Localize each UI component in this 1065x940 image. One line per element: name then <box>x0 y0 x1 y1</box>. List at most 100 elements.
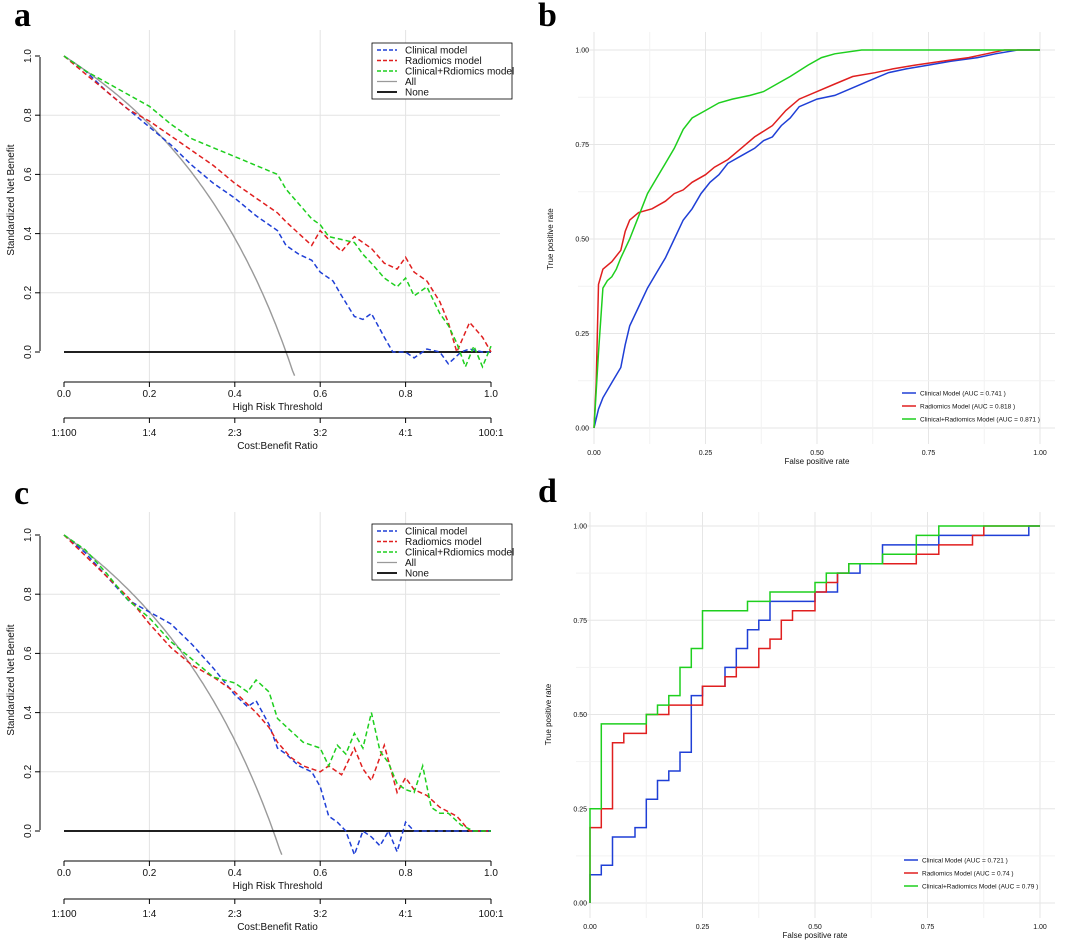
y-tick-label: 0.50 <box>573 712 587 719</box>
legend-label: Clinical Model (AUC = 0.721 ) <box>922 858 1008 865</box>
legend-label: All <box>405 77 416 88</box>
y-tick-label: 0.25 <box>573 806 587 813</box>
cost-tick-label: 2:3 <box>228 428 242 439</box>
x-tick-label: 1.00 <box>1033 450 1047 457</box>
roc-radiomics <box>593 49 1040 429</box>
y-axis-label: True positive rate <box>544 683 553 745</box>
cost-tick-label: 1:100 <box>51 909 76 920</box>
x-tick-label: 0.00 <box>583 924 597 931</box>
y-tick-label: 0.0 <box>23 824 34 838</box>
y-tick-label: 0.8 <box>23 587 34 601</box>
panel-letter-c: c <box>14 475 29 512</box>
cost-axis-label: Cost:Benefit Ratio <box>237 441 318 452</box>
y-tick-label: 0.2 <box>23 764 34 778</box>
cost-tick-label: 100:1 <box>478 909 503 920</box>
y-tick-label: 1.00 <box>573 524 587 531</box>
x-tick-label: 0.25 <box>699 450 713 457</box>
legend-label: Clinical+Rdiomics model <box>405 67 514 78</box>
cost-tick-label: 2:3 <box>228 909 242 920</box>
y-tick-label: 0.00 <box>573 901 587 908</box>
cost-tick-label: 4:1 <box>399 428 413 439</box>
legend-label: Clinical Model (AUC = 0.741 ) <box>920 391 1006 398</box>
x-axis-label: False positive rate <box>785 457 850 466</box>
x-tick-label: 0.75 <box>922 450 936 457</box>
legend-label: None <box>405 569 429 580</box>
y-axis-label: Standardized Net Benefit <box>6 144 17 255</box>
legend-label: Clinical+Radiomics Model (AUC = 0.871 ) <box>920 417 1040 424</box>
series-clinical <box>63 55 491 365</box>
legend: Clinical Model (AUC = 0.721 ) Radiomics M… <box>904 858 1038 891</box>
y-tick-label: 0.6 <box>23 167 34 181</box>
series-clinical <box>63 534 491 857</box>
y-tick-label: 1.0 <box>23 528 34 542</box>
legend-label: Radiomics model <box>405 56 482 67</box>
legend-label: Clinical model <box>405 527 467 538</box>
y-tick-label: 0.2 <box>23 285 34 299</box>
panel-a: a 0.0 0.2 0.4 0.6 0.8 1.0 0.0 0.2 0.4 0.6 0.8 1.0 Hig… <box>6 0 514 452</box>
cost-tick-label: 3:2 <box>313 428 327 439</box>
panel-d: d 0.00 0.00 0.25 0.25 0.50 0.50 0.75 0.75 1.00 1.0… <box>538 473 1055 940</box>
legend-label: All <box>405 558 416 569</box>
legend-label: Clinical model <box>405 46 467 57</box>
x-tick-label: 0.2 <box>142 868 156 879</box>
y-tick-label: 0.8 <box>23 108 34 122</box>
legend-label: Clinical+Radiomics Model (AUC = 0.79 ) <box>922 884 1038 891</box>
roc-combined <box>593 49 1040 429</box>
roc-radiomics <box>589 525 1040 903</box>
x-tick-label: 0.50 <box>810 450 824 457</box>
roc-combined <box>589 525 1040 903</box>
panel-b: b 0.00 0.00 0.25 0.25 0.50 0.50 0.75 0.75 1.00 1.0… <box>538 0 1055 466</box>
x-tick-label: 0.00 <box>587 450 601 457</box>
x-tick-label: 1.00 <box>1033 924 1047 931</box>
y-tick-label: 0.25 <box>575 331 589 338</box>
x-tick-label: 0.50 <box>808 924 822 931</box>
x-tick-label: 0.4 <box>228 868 242 879</box>
y-tick-label: 0.50 <box>575 237 589 244</box>
legend-label: Radiomics model <box>405 537 482 548</box>
x-tick-label: 0.8 <box>399 868 413 879</box>
cost-tick-label: 3:2 <box>313 909 327 920</box>
legend-label: Radiomics Model (AUC = 0.818 ) <box>920 404 1015 411</box>
all-curve <box>63 534 283 855</box>
cost-axis-label: Cost:Benefit Ratio <box>237 922 318 933</box>
y-tick-label: 0.00 <box>575 426 589 433</box>
cost-tick-label: 4:1 <box>399 909 413 920</box>
roc-clinical <box>593 49 1040 429</box>
legend-label: Radiomics Model (AUC = 0.74 ) <box>922 871 1014 878</box>
y-tick-label: 0.0 <box>23 345 34 359</box>
y-axis-label: Standardized Net Benefit <box>6 624 17 735</box>
y-tick-label: 1.0 <box>23 49 34 63</box>
cost-tick-label: 1:4 <box>142 909 156 920</box>
cost-tick-label: 1:100 <box>51 428 76 439</box>
x-axis-label: False positive rate <box>783 931 848 940</box>
x-tick-label: 0.0 <box>57 389 71 400</box>
series-combined <box>63 534 491 832</box>
all-curve <box>63 55 296 376</box>
cost-tick-label: 1:4 <box>142 428 156 439</box>
gridlines <box>578 32 1055 444</box>
x-tick-label: 0.8 <box>399 389 413 400</box>
y-tick-label: 0.6 <box>23 646 34 660</box>
x-axis-label: High Risk Threshold <box>233 402 323 413</box>
panel-c: c 0.0 0.2 0.4 0.6 0.8 1.0 0.0 0.2 0.4 0.6 0.8 1.0 Hig… <box>6 475 514 933</box>
x-tick-label: 0.2 <box>142 389 156 400</box>
y-tick-label: 0.75 <box>573 618 587 625</box>
cost-tick-label: 100:1 <box>478 428 503 439</box>
y-tick-label: 0.4 <box>23 705 34 719</box>
x-tick-label: 0.0 <box>57 868 71 879</box>
legend-label: None <box>405 88 429 99</box>
panel-letter-a: a <box>14 0 31 34</box>
x-tick-label: 0.75 <box>921 924 935 931</box>
panel-letter-d: d <box>538 473 557 510</box>
x-tick-label: 1.0 <box>484 868 498 879</box>
x-tick-label: 1.0 <box>484 389 498 400</box>
series-radiomics <box>63 55 492 355</box>
x-tick-label: 0.6 <box>313 868 327 879</box>
x-tick-label: 0.25 <box>696 924 710 931</box>
x-tick-label: 0.6 <box>313 389 327 400</box>
y-tick-label: 0.75 <box>575 142 589 149</box>
legend-label: Clinical+Rdiomics model <box>405 548 514 559</box>
